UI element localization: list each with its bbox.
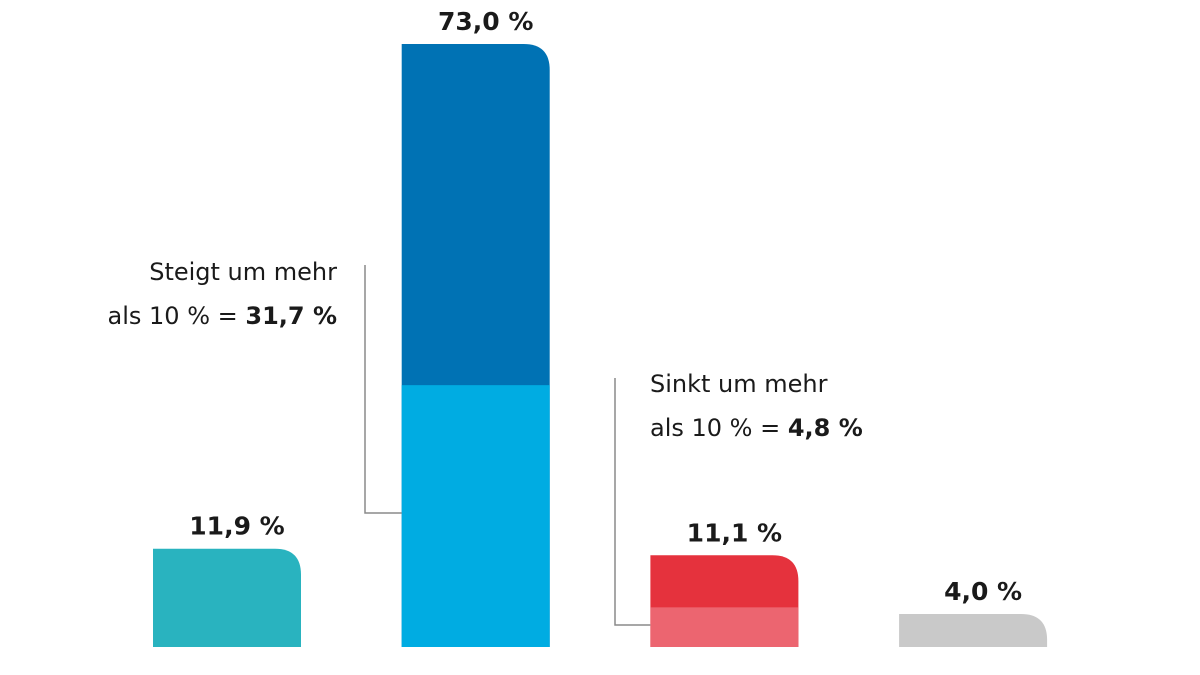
- value-label: 11,9 %: [189, 512, 284, 541]
- annotation: als 10 % = 31,7 %: [108, 302, 337, 330]
- annotation-value: 31,7 %: [245, 302, 337, 330]
- value-label: 73,0 %: [438, 7, 533, 36]
- connector-line: [614, 378, 651, 626]
- annotation-text: Steigt um mehr: [149, 258, 337, 286]
- value-label: 4,0 %: [944, 577, 1022, 606]
- value-label: 11,1 %: [687, 518, 782, 547]
- annotation-text: Sinkt um mehr: [650, 370, 828, 398]
- annotation-text: als 10 % =: [108, 302, 246, 330]
- bar-segment: [650, 607, 799, 647]
- annotation-text: als 10 % =: [650, 414, 788, 442]
- bar: [899, 613, 1048, 647]
- annotation: als 10 % = 4,8 %: [650, 414, 863, 442]
- connector-line: [364, 265, 402, 514]
- annotation-value: 4,8 %: [788, 414, 863, 442]
- annotation: Sinkt um mehr: [650, 370, 828, 398]
- bar-segment: [401, 385, 550, 647]
- bar: [153, 548, 301, 647]
- annotation: Steigt um mehr: [149, 258, 337, 286]
